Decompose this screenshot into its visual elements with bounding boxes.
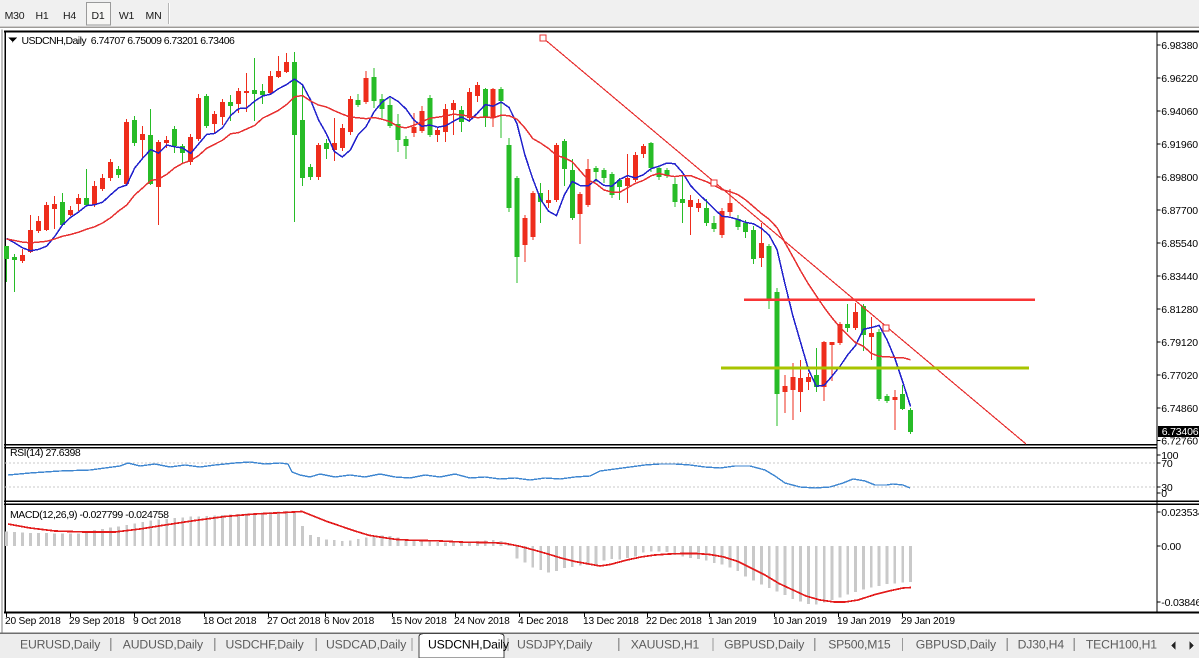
svg-text:H4: H4	[63, 10, 76, 22]
svg-text:27 Oct 2018: 27 Oct 2018	[267, 616, 321, 627]
svg-text:XAUUSD,H1: XAUUSD,H1	[631, 638, 700, 652]
svg-text:4 Dec 2018: 4 Dec 2018	[518, 616, 569, 627]
svg-text:SP500,M15: SP500,M15	[828, 638, 891, 652]
svg-text:10 Jan 2019: 10 Jan 2019	[773, 616, 827, 627]
svg-text:USDCNH,Daily: USDCNH,Daily	[428, 638, 510, 652]
svg-text:6.81280: 6.81280	[1161, 304, 1198, 316]
svg-text:TECH100,H1: TECH100,H1	[1086, 638, 1157, 652]
svg-text:USDCHF,Daily: USDCHF,Daily	[226, 638, 305, 652]
svg-text:D1: D1	[91, 10, 104, 22]
svg-text:0.00: 0.00	[1161, 541, 1181, 553]
svg-text:6.83440: 6.83440	[1161, 271, 1198, 283]
svg-text:6.89800: 6.89800	[1161, 172, 1198, 184]
svg-text:18 Oct 2018: 18 Oct 2018	[203, 616, 257, 627]
svg-text:24 Nov 2018: 24 Nov 2018	[454, 616, 510, 627]
svg-text:30: 30	[1161, 482, 1173, 494]
svg-text:6.96220: 6.96220	[1161, 73, 1198, 85]
svg-text:0: 0	[1161, 488, 1167, 500]
svg-text:W1: W1	[119, 10, 135, 22]
svg-text:M30: M30	[5, 10, 25, 22]
svg-text:70: 70	[1161, 458, 1173, 470]
svg-text:6.98380: 6.98380	[1161, 40, 1198, 52]
svg-text:6.77020: 6.77020	[1161, 370, 1198, 382]
svg-text:MACD(12,26,9) -0.027799 -0.024: MACD(12,26,9) -0.027799 -0.024758	[10, 509, 169, 521]
svg-text:0.023534: 0.023534	[1161, 507, 1199, 519]
svg-text:USDJPY,Daily: USDJPY,Daily	[517, 638, 593, 652]
svg-text:GBPUSD,Daily: GBPUSD,Daily	[916, 638, 997, 652]
svg-text:6.79120: 6.79120	[1161, 337, 1198, 349]
svg-text:6.91960: 6.91960	[1161, 139, 1198, 151]
svg-text:6.94060: 6.94060	[1161, 106, 1198, 118]
svg-text:13 Dec 2018: 13 Dec 2018	[583, 616, 639, 627]
svg-text:RSI(14) 27.6398: RSI(14) 27.6398	[10, 447, 81, 459]
svg-text:AUDUSD,Daily: AUDUSD,Daily	[123, 638, 204, 652]
svg-text:9 Oct 2018: 9 Oct 2018	[133, 616, 181, 627]
svg-text:20 Sep 2018: 20 Sep 2018	[5, 616, 61, 627]
svg-text:USDCNH,Daily 6.74707 6.75009: USDCNH,Daily 6.74707 6.75009 6.73201 6.7…	[22, 35, 236, 47]
svg-text:6.74860: 6.74860	[1161, 403, 1198, 415]
svg-text:6.72760: 6.72760	[1161, 435, 1198, 447]
svg-text:6 Nov 2018: 6 Nov 2018	[324, 616, 375, 627]
svg-text:-0.038466: -0.038466	[1161, 597, 1199, 609]
svg-text:H1: H1	[35, 10, 48, 22]
svg-text:6.87700: 6.87700	[1161, 205, 1198, 217]
svg-text:GBPUSD,Daily: GBPUSD,Daily	[724, 638, 805, 652]
svg-text:29 Sep 2018: 29 Sep 2018	[69, 616, 125, 627]
svg-text:DJ30,H4: DJ30,H4	[1018, 638, 1065, 652]
svg-text:6.73406: 6.73406	[1162, 426, 1199, 438]
svg-text:100: 100	[1161, 450, 1178, 462]
svg-text:USDCAD,Daily: USDCAD,Daily	[326, 638, 407, 652]
svg-text:6.85540: 6.85540	[1161, 238, 1198, 250]
svg-text:29 Jan 2019: 29 Jan 2019	[901, 616, 955, 627]
svg-text:1 Jan 2019: 1 Jan 2019	[708, 616, 757, 627]
svg-text:19 Jan 2019: 19 Jan 2019	[837, 616, 891, 627]
svg-text:EURUSD,Daily: EURUSD,Daily	[20, 638, 101, 652]
svg-text:15 Nov 2018: 15 Nov 2018	[391, 616, 447, 627]
svg-text:22 Dec 2018: 22 Dec 2018	[646, 616, 702, 627]
svg-text:MN: MN	[146, 10, 162, 22]
